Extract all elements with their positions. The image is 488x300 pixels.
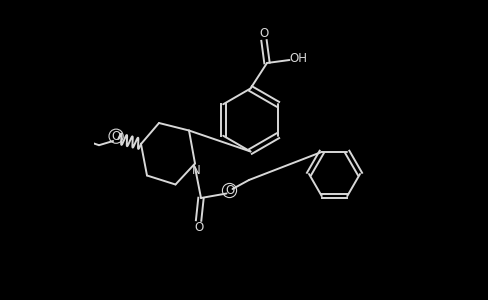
Text: O: O	[111, 130, 121, 143]
Text: O: O	[194, 220, 203, 234]
Text: N: N	[192, 164, 201, 178]
Text: O: O	[259, 27, 268, 40]
Text: O: O	[224, 184, 234, 197]
Text: OH: OH	[289, 52, 307, 65]
